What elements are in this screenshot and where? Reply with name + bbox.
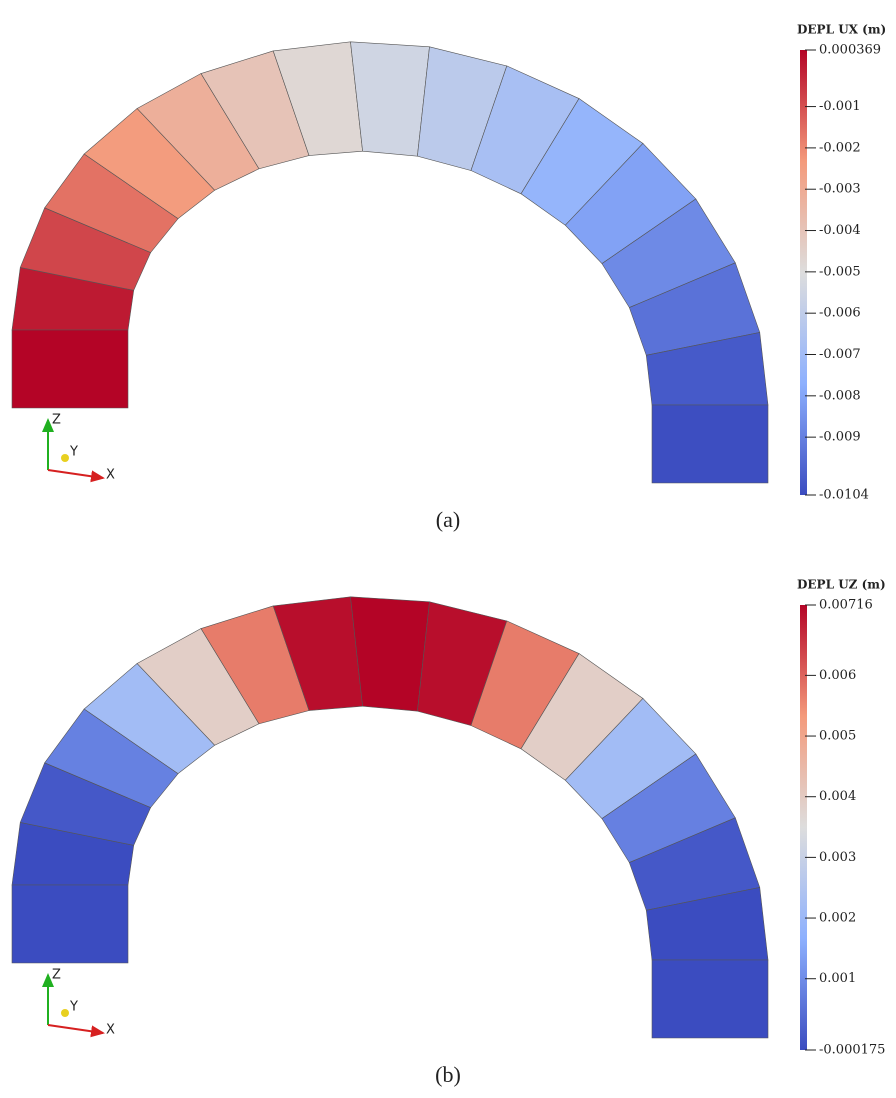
axis-x bbox=[47, 469, 105, 483]
axis-label: X bbox=[106, 468, 115, 483]
axis-label: Z bbox=[52, 413, 61, 428]
colorbar-label: -0.008 bbox=[819, 388, 861, 403]
colorbar-label: 0.005 bbox=[819, 729, 856, 744]
colorbar bbox=[800, 50, 807, 495]
colorbar-label: 0.001 bbox=[819, 971, 856, 986]
colorbar-label: -0.001 bbox=[819, 99, 861, 114]
axis-label: Y bbox=[69, 1000, 78, 1015]
colorbar-label: 0.003 bbox=[819, 850, 856, 865]
colorbar-label: -0.009 bbox=[819, 430, 861, 445]
colorbar-label: -0.000175 bbox=[819, 1043, 885, 1058]
arch-segment bbox=[350, 41, 430, 157]
arch-base bbox=[651, 404, 769, 484]
panel: Z Y X DEPL UX (m) 0.000369 -0.0104 -0.001 -0.00… bbox=[11, 23, 886, 532]
colorbar-label: 0.006 bbox=[819, 668, 856, 683]
colorbar-label: -0.003 bbox=[819, 182, 861, 197]
colorbar-label: 0.004 bbox=[819, 789, 856, 804]
axis-label: Z bbox=[52, 968, 61, 983]
colorbar-title: DEPL UX (m) bbox=[797, 23, 886, 37]
colorbar-label: -0.005 bbox=[819, 264, 861, 279]
arch-base bbox=[651, 959, 769, 1039]
colorbar-title: DEPL UZ (m) bbox=[797, 578, 886, 592]
colorbar bbox=[800, 605, 807, 1050]
colorbar-label: -0.006 bbox=[819, 306, 861, 321]
panel: Z Y X DEPL UZ (m) 0.00716 -0.000175 0.006 0.005… bbox=[11, 578, 886, 1087]
colorbar-label: 0.00716 bbox=[819, 598, 873, 613]
axis-label: Y bbox=[69, 445, 78, 460]
axis-y bbox=[61, 1009, 69, 1017]
arch-segment bbox=[350, 596, 430, 712]
colorbar-label: -0.004 bbox=[819, 223, 861, 238]
colorbar-label: -0.007 bbox=[819, 347, 861, 362]
caption: (a) bbox=[436, 507, 460, 532]
colorbar-label: 0.002 bbox=[819, 911, 856, 926]
colorbar-label: -0.002 bbox=[819, 140, 861, 155]
caption: (b) bbox=[435, 1062, 461, 1087]
arch-base bbox=[11, 884, 129, 964]
colorbar-label: -0.0104 bbox=[819, 488, 869, 503]
colorbar-label: 0.000369 bbox=[819, 43, 881, 58]
axis-label: X bbox=[106, 1023, 115, 1038]
arch-base bbox=[11, 329, 129, 409]
axis-y bbox=[61, 454, 69, 462]
axis-x bbox=[47, 1024, 105, 1038]
